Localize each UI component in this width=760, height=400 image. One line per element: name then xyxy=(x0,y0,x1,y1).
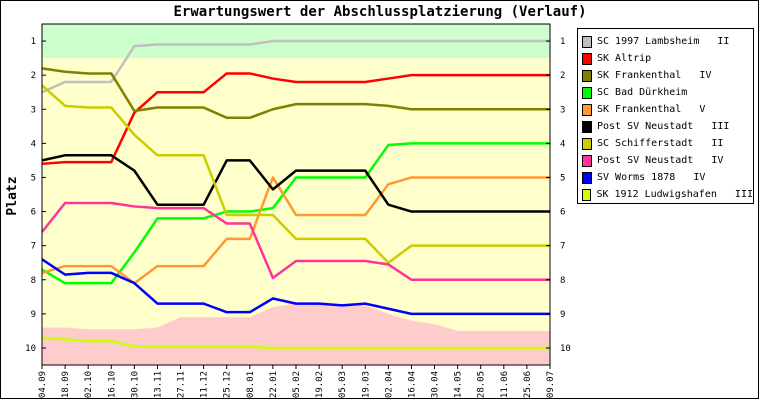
x-tick-label: 18.09 xyxy=(61,371,71,398)
y-tick-label-left: 6 xyxy=(31,208,36,218)
y-tick-label-left: 10 xyxy=(25,344,36,354)
legend-swatch xyxy=(582,103,592,116)
y-tick-label-left: 4 xyxy=(31,139,36,149)
x-tick-label: 19.03 xyxy=(361,371,371,398)
legend-label: Post SV Neustadt IV xyxy=(597,155,724,166)
legend-item: SK 1912 Ludwigshafen III xyxy=(578,186,753,203)
bottom-area xyxy=(42,303,550,365)
legend-label: Post SV Neustadt III xyxy=(597,121,730,132)
x-tick-label: 09.07 xyxy=(546,371,556,398)
legend-label: SK Frankenthal IV xyxy=(597,70,712,81)
legend-swatch xyxy=(582,154,592,167)
legend-item: Post SV Neustadt III xyxy=(578,118,753,135)
y-tick-label-left: 7 xyxy=(31,242,36,252)
legend-item: SK Frankenthal IV xyxy=(578,67,753,84)
series-line-9 xyxy=(41,336,550,350)
legend: SC 1997 Lambsheim II SK Altrip SK Frankent… xyxy=(577,28,754,204)
legend-swatch xyxy=(582,69,592,82)
y-tick-label-right: 10 xyxy=(560,344,571,354)
y-tick-label-right: 8 xyxy=(560,276,565,286)
x-tick-label: 16.10 xyxy=(107,371,117,398)
series-line-6 xyxy=(41,84,550,264)
legend-swatch xyxy=(582,35,592,48)
legend-swatch xyxy=(582,188,592,201)
x-tick-label: 05.03 xyxy=(338,371,348,398)
x-tick-label: 08.01 xyxy=(246,371,256,398)
x-tick-label: 30.10 xyxy=(130,371,140,398)
x-tick-label: 22.01 xyxy=(269,371,279,398)
legend-label: SC Schifferstadt II xyxy=(597,138,724,149)
x-tick-label: 02.10 xyxy=(84,371,94,398)
y-tick-label-right: 7 xyxy=(560,242,565,252)
band-middle xyxy=(42,58,550,331)
x-tick-label: 13.11 xyxy=(153,371,163,398)
series-line-8 xyxy=(41,258,550,316)
x-tick-label: 25.06 xyxy=(523,371,533,398)
series-line-7 xyxy=(41,201,550,281)
y-tick-label-left: 8 xyxy=(31,276,36,286)
x-tick-label: 16.04 xyxy=(407,371,417,398)
legend-item: SC Bad Dürkheim xyxy=(578,84,753,101)
legend-label: SK Altrip xyxy=(597,53,652,64)
legend-swatch xyxy=(582,171,592,184)
x-tick-label: 19.02 xyxy=(315,371,325,398)
x-tick-label: 28.05 xyxy=(477,371,487,398)
y-tick-label-right: 3 xyxy=(560,105,565,115)
chart-title: Erwartungswert der Abschlussplatzierung … xyxy=(173,4,587,20)
x-tick-label: 04.09 xyxy=(38,371,48,398)
y-tick-label-right: 9 xyxy=(560,310,565,320)
legend-item: SC 1997 Lambsheim II xyxy=(578,33,753,50)
series-line-1 xyxy=(41,72,550,166)
series-line-2 xyxy=(41,67,550,120)
legend-item: SV Worms 1878 IV xyxy=(578,169,753,186)
legend-swatch xyxy=(582,137,592,150)
legend-label: SK 1912 Ludwigshafen III xyxy=(596,189,753,200)
y-tick-label-right: 5 xyxy=(560,173,565,183)
y-tick-label-right: 6 xyxy=(560,208,565,218)
legend-swatch xyxy=(582,52,592,65)
x-tick-label: 02.04 xyxy=(384,371,394,398)
y-tick-label-left: 9 xyxy=(31,310,36,320)
x-tick-label: 11.06 xyxy=(500,371,510,398)
x-tick-label: 14.05 xyxy=(454,371,464,398)
x-tick-label: 30.04 xyxy=(431,371,441,398)
y-tick-label-left: 3 xyxy=(31,105,36,115)
legend-item: SK Frankenthal V xyxy=(578,101,753,118)
legend-item: SC Schifferstadt II xyxy=(578,135,753,152)
legend-swatch xyxy=(582,120,592,133)
y-tick-label-left: 5 xyxy=(31,173,36,183)
x-tick-label: 25.12 xyxy=(223,371,233,398)
y-tick-label-left: 1 xyxy=(31,37,36,47)
series-line-4 xyxy=(41,176,550,285)
y-axis-label: Platz xyxy=(5,176,20,215)
y-tick-label-right: 2 xyxy=(560,71,565,81)
legend-label: SC Bad Dürkheim xyxy=(597,87,688,98)
series-line-3 xyxy=(41,142,550,285)
legend-label: SK Frankenthal V xyxy=(597,104,706,115)
legend-item: Post SV Neustadt IV xyxy=(578,152,753,169)
legend-swatch xyxy=(582,86,592,99)
y-tick-label-right: 1 xyxy=(560,37,565,47)
series-line-0 xyxy=(41,39,550,94)
y-tick-label-left: 2 xyxy=(31,71,36,81)
x-tick-label: 11.12 xyxy=(200,371,210,398)
x-tick-label: 27.11 xyxy=(177,371,187,398)
series-line-5 xyxy=(41,154,550,213)
legend-label: SC 1997 Lambsheim II xyxy=(597,36,730,47)
legend-item: SK Altrip xyxy=(578,50,753,67)
y-tick-label-right: 4 xyxy=(560,139,565,149)
legend-label: SV Worms 1878 IV xyxy=(597,172,706,183)
x-tick-label: 05.02 xyxy=(292,371,302,398)
